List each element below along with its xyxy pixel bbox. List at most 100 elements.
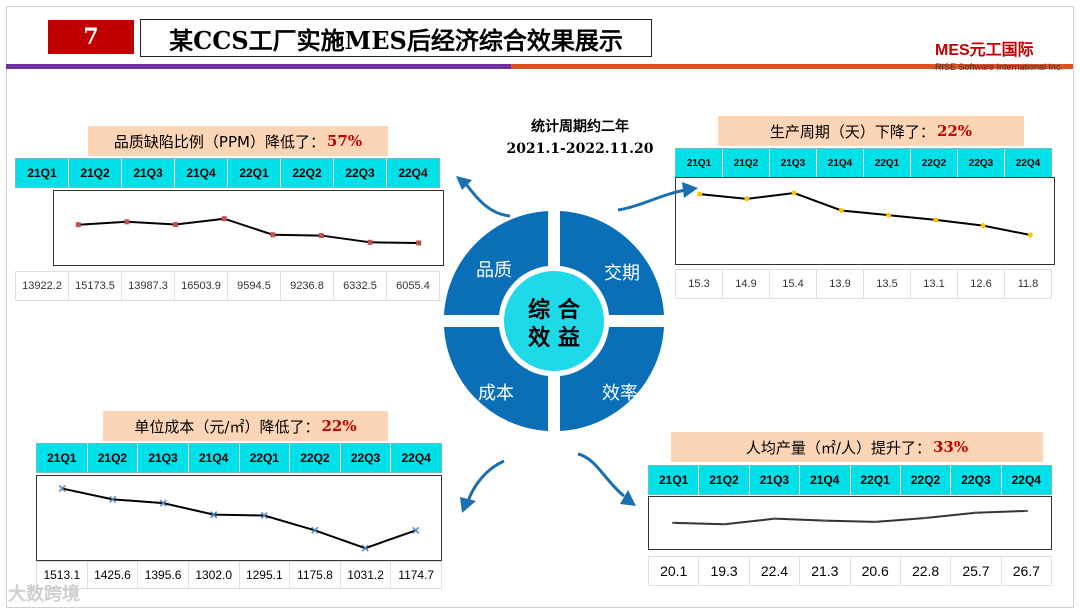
data-point xyxy=(791,190,797,196)
data-point xyxy=(1027,232,1033,238)
output-caption: 人均产量（㎡/人）提升了： 33% xyxy=(671,432,1043,462)
slide-title: 某CCS工厂实施MES后经济综合效果展示 xyxy=(140,19,652,57)
quality-caption: 品质缺陷比例（PPM）降低了： 57% xyxy=(88,126,388,156)
wheel-segment-efficiency xyxy=(560,327,664,431)
arrow-to-quality-icon xyxy=(456,176,511,218)
wheel-label-delivery: 交期 xyxy=(604,263,640,284)
quality-caption-pct: 57% xyxy=(326,132,363,150)
cost-caption-text: 单位成本（元/㎡）降低了： xyxy=(134,417,320,436)
data-point xyxy=(260,511,268,520)
quarter-label: 21Q4 xyxy=(189,444,240,472)
cost-plot xyxy=(36,475,442,561)
output-plot xyxy=(648,496,1052,550)
quarter-label: 22Q2 xyxy=(911,149,958,177)
series-line xyxy=(78,217,419,244)
value-cell: 19.3 xyxy=(699,557,750,585)
data-point xyxy=(361,544,369,552)
quarter-label: 22Q2 xyxy=(290,444,341,472)
quarter-label: 21Q2 xyxy=(69,159,122,187)
value-cell: 20.1 xyxy=(649,557,700,585)
quarter-label: 22Q3 xyxy=(951,466,1002,494)
leadtime-caption-text: 生产周期（天）下降了： xyxy=(769,122,935,141)
data-point xyxy=(933,217,939,223)
data-point xyxy=(412,526,420,534)
leadtime-quarter-header: 21Q1 21Q2 21Q3 21Q4 22Q1 22Q2 22Q3 22Q4 xyxy=(675,148,1052,178)
quarter-label: 21Q4 xyxy=(800,466,851,494)
quarter-label: 21Q1 xyxy=(676,149,723,177)
quarter-label: 21Q3 xyxy=(122,159,175,187)
value-cell: 13.5 xyxy=(864,270,911,298)
stats-period-label: 统计周期约二年 xyxy=(531,119,629,135)
value-cell: 15.4 xyxy=(770,270,817,298)
wheel-center-line2: 效 益 xyxy=(528,325,580,351)
cost-value-row: 1513.1 1425.6 1395.6 1302.0 1295.1 1175.… xyxy=(36,561,442,589)
arrow-to-cost-icon xyxy=(460,459,505,513)
quarter-label: 22Q3 xyxy=(958,149,1005,177)
header-rule-orange xyxy=(511,64,1073,69)
data-point xyxy=(210,511,218,519)
wheel-segment-quality xyxy=(444,211,548,315)
value-cell: 1302.0 xyxy=(189,562,240,588)
wheel-label-cost: 成本 xyxy=(478,383,514,404)
data-point xyxy=(124,219,130,225)
arrow-to-output-icon xyxy=(577,452,636,506)
data-point xyxy=(221,216,227,222)
quarter-label: 21Q4 xyxy=(817,149,864,177)
value-cell: 13922.2 xyxy=(16,272,69,300)
data-point xyxy=(318,233,324,239)
quality-caption-text: 品质缺陷比例（PPM）降低了： xyxy=(113,132,325,151)
series-line xyxy=(674,509,1026,526)
value-cell: 13.1 xyxy=(911,270,958,298)
value-cell: 14.9 xyxy=(723,270,770,298)
quarter-label: 22Q4 xyxy=(1015,157,1041,169)
leadtime-caption: 生产周期（天）下降了： 22% xyxy=(718,116,1024,146)
quarter-label: 22Q1 xyxy=(851,466,901,494)
data-point xyxy=(886,212,892,218)
leadtime-value-row: 15.3 14.9 15.4 13.9 13.5 13.1 12.6 11.8 xyxy=(675,269,1052,299)
quarter-label: 21Q2 xyxy=(723,149,770,177)
arrow-to-leadtime-icon xyxy=(617,182,698,212)
value-cell: 20.6 xyxy=(851,557,901,585)
wheel-center-circle xyxy=(504,271,604,371)
value-cell: 6055.4 xyxy=(396,280,430,292)
data-point xyxy=(159,499,167,507)
wheel-center-line1: 综 合 xyxy=(528,297,581,323)
company-logo: MES元工国际 RISE Software International Inc. xyxy=(935,36,1065,72)
line-chart-svg xyxy=(697,190,1033,238)
data-point xyxy=(838,208,844,213)
series-line xyxy=(699,191,1031,236)
leadtime-plot xyxy=(675,177,1055,265)
line-chart-svg xyxy=(672,509,1028,526)
line-chart-svg xyxy=(75,216,422,246)
value-cell: 26.7 xyxy=(1012,563,1040,579)
data-point xyxy=(697,191,703,197)
quarter-label: 22Q1 xyxy=(240,444,291,472)
value-cell: 13987.3 xyxy=(122,272,175,300)
value-cell: 9594.5 xyxy=(228,272,281,300)
output-caption-text: 人均产量（㎡/人）提升了： xyxy=(745,438,931,457)
data-point xyxy=(173,222,179,228)
quarter-label: 21Q1 xyxy=(649,466,700,494)
quarter-label: 21Q2 xyxy=(699,466,750,494)
quarter-label: 21Q1 xyxy=(37,444,88,472)
header-rule-purple xyxy=(6,64,511,69)
value-cell: 15173.5 xyxy=(69,272,122,300)
leadtime-caption-pct: 22% xyxy=(936,122,973,140)
output-quarter-header: 21Q1 21Q2 21Q3 21Q4 22Q1 22Q2 22Q3 22Q4 xyxy=(648,465,1052,495)
cost-quarter-header: 21Q1 21Q2 21Q3 21Q4 22Q1 22Q2 22Q3 22Q4 xyxy=(36,443,442,473)
quality-value-row: 13922.2 15173.5 13987.3 16503.9 9594.5 9… xyxy=(15,271,440,301)
quarter-label: 22Q3 xyxy=(334,159,387,187)
value-cell: 15.3 xyxy=(676,270,723,298)
quarter-label: 22Q4 xyxy=(398,166,428,180)
value-cell: 22.4 xyxy=(750,557,801,585)
data-point xyxy=(311,526,319,534)
wheel-label-quality: 品质 xyxy=(476,260,512,281)
cost-caption-pct: 22% xyxy=(321,417,357,435)
quarter-label: 21Q4 xyxy=(175,159,228,187)
value-cell: 1395.6 xyxy=(138,562,189,588)
quarter-label: 22Q1 xyxy=(864,149,911,177)
value-cell: 12.6 xyxy=(958,270,1005,298)
quarter-label: 21Q1 xyxy=(16,159,69,187)
value-cell: 21.3 xyxy=(800,557,851,585)
data-point xyxy=(75,222,81,228)
